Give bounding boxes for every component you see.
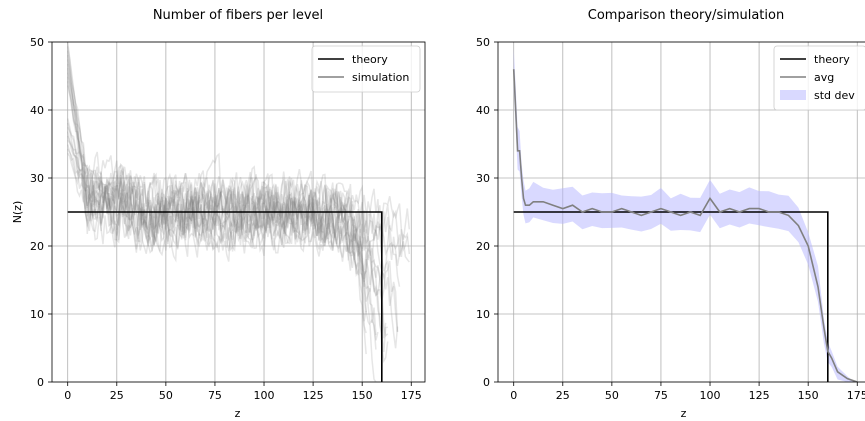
theory-line [67, 211, 383, 382]
y-tick-label: 50 [476, 36, 490, 49]
legend-label: theory [352, 53, 388, 66]
x-tick-label: 75 [654, 389, 668, 402]
y-tick-label: 40 [476, 104, 490, 117]
chart-title: Number of fibers per level [153, 8, 323, 23]
legend: theory avg std dev [773, 45, 865, 111]
theory-line [513, 211, 829, 382]
y-tick-label: 30 [476, 172, 490, 185]
ticks: 0 25 50 75 100 125 150 175 0 10 20 30 40 50 [30, 36, 422, 402]
x-tick-label: 0 [510, 389, 517, 402]
simulation-run-line [66, 54, 388, 353]
x-tick-label: 175 [847, 389, 865, 402]
simulation-run-line [66, 46, 367, 322]
simulation-run-line [66, 122, 377, 382]
x-tick-label: 25 [556, 389, 570, 402]
y-tick-label: 10 [476, 308, 490, 321]
legend-swatch [780, 90, 806, 100]
legend: theory simulation [311, 45, 421, 93]
simulation-run-line [66, 67, 367, 312]
x-tick-label: 150 [798, 389, 819, 402]
chart-title: Comparison theory/simulation [588, 8, 784, 23]
simulation-run-line [66, 81, 401, 287]
x-axis-label: z [235, 407, 241, 420]
x-tick-label: 125 [303, 389, 324, 402]
y-tick-label: 40 [30, 104, 44, 117]
x-tick-label: 100 [700, 389, 721, 402]
simulation-run-line [66, 50, 377, 335]
x-tick-label: 50 [159, 389, 173, 402]
plot-area [66, 42, 411, 382]
x-tick-label: 0 [64, 389, 71, 402]
simulation-run-line [67, 148, 389, 364]
avg-line [512, 69, 858, 382]
x-tick-label: 100 [254, 389, 275, 402]
simulation-run-line [66, 76, 389, 338]
legend-label: simulation [352, 71, 409, 84]
simulation-run-line [66, 85, 411, 280]
x-tick-label: 25 [110, 389, 124, 402]
simulation-run-line [67, 126, 387, 339]
simulation-run-line [67, 152, 399, 332]
axes-frame [51, 41, 426, 383]
legend-box [311, 45, 421, 93]
x-tick-label: 125 [749, 389, 770, 402]
simulation-run-line [66, 135, 409, 255]
simulation-run-line [66, 131, 399, 349]
x-tick-label: 150 [352, 389, 373, 402]
y-tick-label: 20 [476, 240, 490, 253]
simulation-run-line [66, 118, 367, 355]
y-tick-label: 10 [30, 308, 44, 321]
x-tick-label: 75 [208, 389, 222, 402]
simulation-run-line [66, 72, 379, 341]
simulation-run-line [66, 63, 410, 263]
plot-area [512, 48, 858, 382]
simulation-run-line [66, 144, 377, 350]
legend-label: avg [814, 71, 834, 84]
ticks: 0 25 50 75 100 125 150 175 0 10 20 30 40 50 [476, 36, 865, 402]
axes-frame [497, 41, 865, 383]
x-axis-label: z [681, 407, 687, 420]
simulation-runs [66, 42, 411, 382]
std-dev-band [513, 48, 858, 382]
x-tick-label: 175 [401, 389, 422, 402]
y-tick-label: 30 [30, 172, 44, 185]
x-tick-label: 50 [605, 389, 619, 402]
y-tick-label: 20 [30, 240, 44, 253]
y-axis-label: N(z) [11, 201, 24, 224]
legend-label: std dev [814, 89, 855, 102]
y-tick-label: 0 [483, 376, 490, 389]
y-tick-label: 50 [30, 36, 44, 49]
y-tick-label: 0 [37, 376, 44, 389]
legend-label: theory [814, 53, 850, 66]
